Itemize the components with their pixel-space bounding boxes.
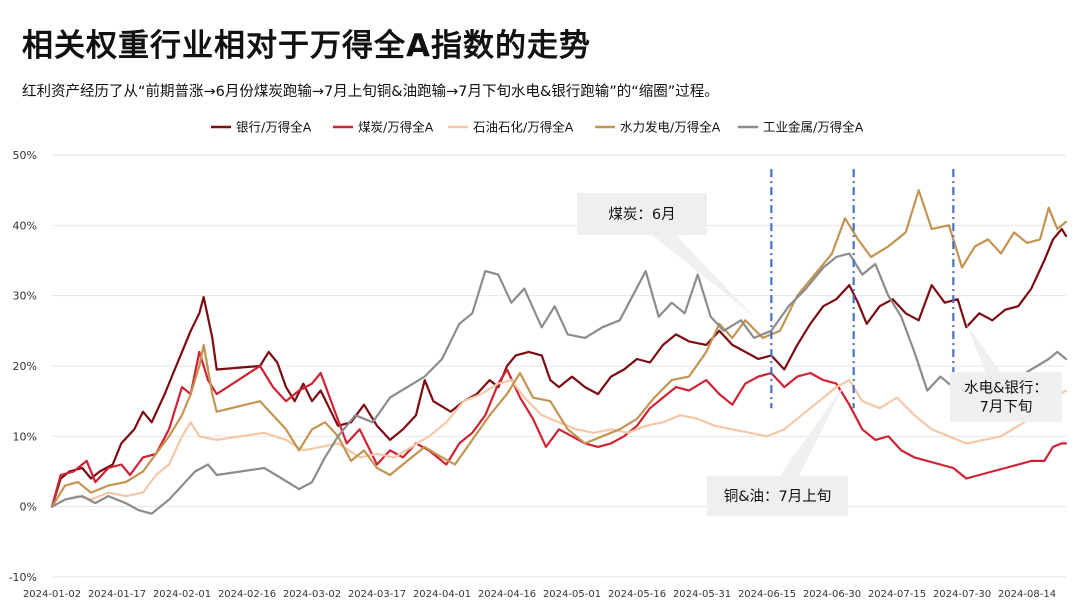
legend-label: 煤炭/万得全A [358,120,434,135]
x-tick-label: 2024-01-17 [88,589,146,600]
page-subtitle: 红利资产经历了从“前期普涨→6月份煤炭跑输→7月上旬铜&油跑输→7月下旬水电&银… [22,84,719,100]
x-tick-label: 2024-05-01 [543,589,601,600]
vline-layer [770,169,955,409]
x-tick-label: 2024-01-02 [23,589,81,600]
x-tick-label: 2024-04-01 [413,589,471,600]
callout-text: 水电&银行： 7月下旬 [964,380,1048,416]
legend-layer: 银行/万得全A 煤炭/万得全A 石油石化/万得全A 水力发电/万得全A 工业金属/万得全… [211,120,864,135]
x-tick-label: 2024-06-30 [803,589,861,600]
x-tick-label: 2024-04-16 [478,589,536,600]
x-tick-label: 2024-05-16 [608,589,666,600]
callout-pointer [768,383,845,502]
grid-layer [52,154,1066,578]
axis-layer: -10% 0% 10% 20% 30% 40% 50% 2024-01-02 2024-01-1… [9,149,1056,600]
callout-text-line: 7月下旬 [980,399,1033,416]
page-title: 相关权重行业相对于万得全A指数的走势 [22,28,591,64]
series-line [50,189,1068,508]
x-tick-label: 2024-02-16 [218,589,276,600]
x-tick-label: 2024-03-02 [283,589,341,600]
y-tick-label: -10% [9,571,37,584]
x-tick-label: 2024-08-14 [998,589,1056,600]
x-tick-label: 2024-07-30 [933,589,991,600]
callout-box [577,193,707,235]
callout-box [950,372,1062,422]
legend-label: 银行/万得全A [236,120,312,135]
legend-item: 石油石化/万得全A [448,120,574,135]
legend-item: 银行/万得全A [211,120,312,135]
series-line [50,252,1068,515]
callout-box [707,476,848,516]
x-tick-label: 2024-06-15 [738,589,796,600]
y-tick-label: 10% [13,430,37,443]
annotation-layer: 煤炭：6月铜&油：7月上旬 水电&银行： 7月下旬 [577,193,1062,516]
legend-item: 工业金属/万得全A [738,120,864,135]
series-layer [50,189,1068,515]
callout-text-line: 铜&油：7月上旬 [724,488,832,505]
callout-text: 煤炭：6月 [608,206,675,223]
callout-text-line: 煤炭：6月 [608,206,675,223]
y-tick-label: 20% [13,360,37,373]
legend-item: 水力发电/万得全A [595,120,721,135]
y-tick-label: 50% [13,149,37,162]
y-tick-label: 30% [13,290,37,303]
relative-performance-chart: 煤炭：6月铜&油：7月上旬 水电&银行： 7月下旬 -10% 0% 10% 20% 30% 4… [9,120,1068,600]
x-tick-label: 2024-02-01 [153,589,211,600]
legend-label: 石油石化/万得全A [473,120,574,135]
series-line [50,350,1068,508]
y-tick-label: 0% [20,501,37,514]
series-line [50,227,1068,508]
callout-text: 铜&油：7月上旬 [724,488,832,505]
legend-label: 水力发电/万得全A [620,120,721,135]
x-tick-label: 2024-03-17 [348,589,406,600]
series-line [50,379,1068,508]
callout-text-line: 水电&银行： [964,380,1048,397]
x-tick-label: 2024-07-15 [868,589,926,600]
legend-item: 煤炭/万得全A [333,120,434,135]
y-tick-label: 40% [13,219,37,232]
legend-label: 工业金属/万得全A [763,120,864,135]
x-tick-label: 2024-05-31 [673,589,731,600]
